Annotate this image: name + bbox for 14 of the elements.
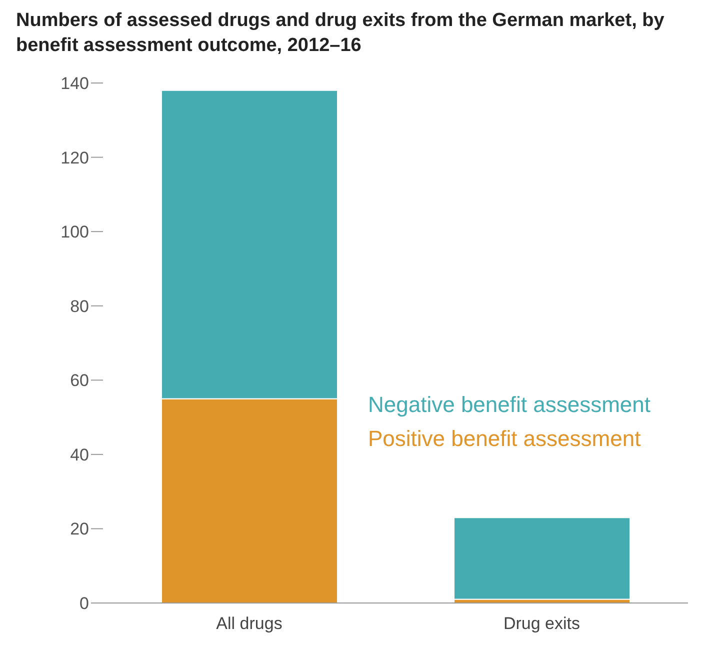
series-label: Positive benefit assessment	[368, 425, 642, 453]
y-tick-label: 20	[70, 520, 89, 539]
x-tick-label: Drug exits	[503, 614, 580, 634]
x-tick-label: All drugs	[216, 614, 282, 634]
y-tick-label: 40	[70, 445, 89, 464]
y-tick-label: 140	[60, 74, 89, 94]
y-tick-label: 0	[80, 594, 89, 614]
y-tick-label: 120	[60, 148, 89, 168]
bar	[454, 517, 630, 600]
series-label: Negative benefit assessment	[368, 391, 650, 419]
y-tick-label: 100	[60, 222, 89, 242]
chart-title: Numbers of assessed drugs and drug exits from the German market, by benefit assessment outcome, 2012–16	[15, 9, 666, 58]
y-tick-label: 80	[70, 296, 89, 316]
y-tick-label: 60	[70, 371, 89, 390]
